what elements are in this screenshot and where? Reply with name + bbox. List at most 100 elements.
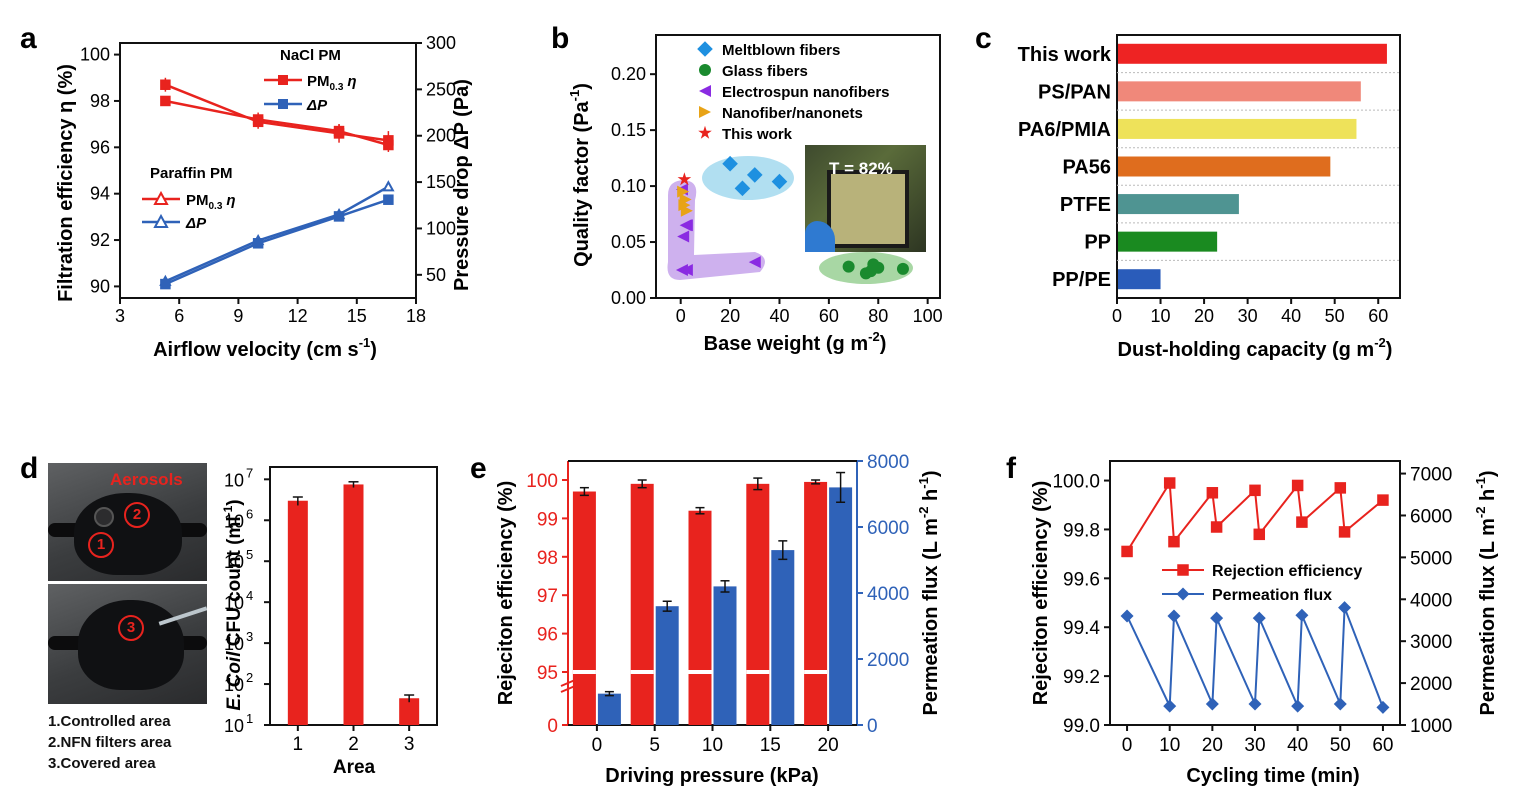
b-xtick-label: 100: [913, 306, 943, 326]
e-bar-flux-1: [655, 606, 679, 725]
f-point-0: [1291, 479, 1304, 492]
a-point: [160, 79, 171, 90]
d-marker-1: 1: [88, 532, 114, 558]
panel-b-texts: Quality factor (Pa-1) Base weight (g m-2…: [567, 83, 886, 355]
b-legend-label-4: This work: [722, 126, 793, 143]
b-ylabel-main: Quality factor (Pa: [571, 100, 593, 266]
a-legend-nacl-sub: 0.3: [330, 82, 344, 93]
b-point-2: [748, 256, 761, 269]
e-ytick-left-label: 96: [537, 625, 558, 646]
b-xlabel-end: ): [880, 333, 887, 355]
d-bar-0: [287, 500, 308, 725]
a-legend-nacl-pm: PM: [307, 73, 330, 90]
e-ytick-right-label: 6000: [867, 518, 909, 539]
b-point-1: [896, 262, 909, 275]
b-photo-text: T = 82%: [829, 159, 893, 178]
a-series-line-2: [164, 185, 390, 283]
e-xlabel: Driving pressure (kPa): [605, 765, 818, 787]
a-legend-nacl-eta-symbol: η: [347, 73, 356, 90]
a-legend-nacl-dp-marker: [278, 99, 288, 109]
panel-label-d: d: [20, 452, 38, 485]
f-ytick-right-label: 3000: [1410, 632, 1452, 653]
b-xtick-label: 40: [769, 306, 789, 326]
e-bar-rejection-4: [804, 481, 828, 725]
d-ytick-base: 10: [224, 593, 244, 613]
e-bar-break-gap: [572, 670, 596, 674]
a-xlabel: Airflow velocity (cm s-1): [153, 335, 377, 361]
f-point-1: [1205, 697, 1219, 711]
a-point: [382, 180, 395, 192]
d-marker-3: 3: [118, 615, 144, 641]
a-point: [160, 95, 171, 107]
f-point-1: [1295, 608, 1309, 622]
c-bar-4: [1118, 194, 1239, 215]
f-point-1: [1248, 697, 1262, 711]
b-inset-photo: T = 82%: [805, 145, 926, 252]
f-point-1: [1163, 699, 1177, 713]
b-legend-label-2: Electrospun nanofibers: [722, 84, 890, 101]
d-ytick-base: 10: [224, 716, 244, 736]
e-ytick-left-label: 0: [547, 716, 558, 737]
c-xtick-label: 10: [1151, 306, 1171, 326]
a-legend-paraffin-title: Paraffin PM: [150, 165, 233, 182]
c-plot-frame: [1116, 34, 1401, 299]
e-bar-flux-2: [713, 586, 737, 725]
f-ytick-right-label: 4000: [1410, 590, 1452, 611]
f-point-0: [1296, 516, 1308, 528]
f-point-1: [1210, 611, 1224, 625]
a-xtick-label: 6: [174, 306, 184, 326]
d-ytick-label: 10: [224, 675, 244, 695]
a-point: [333, 211, 345, 222]
e-bar-rejection-1: [630, 483, 654, 725]
a-legend-par-eta-marker: [153, 190, 169, 205]
b-xlabel-main: Base weight (g m: [704, 333, 868, 355]
b-ytick-label: 0.10: [611, 176, 646, 196]
e-bar-flux-4: [829, 487, 853, 725]
a-series-line-1: [165, 99, 389, 147]
a-xlabel-main: Airflow velocity (cm s: [153, 339, 359, 361]
d-ytick-label: 10: [224, 511, 244, 531]
d-xtick-label: 2: [348, 734, 359, 755]
e-ytick-right-label: 8000: [867, 452, 909, 473]
c-bar-2: [1118, 118, 1357, 139]
chart-marks-layer: 3 6 9 12 15 189092949698100501001502002503000…: [80, 33, 1452, 756]
d-ytick-base: 10: [224, 511, 244, 531]
d-xtick-label: 3: [404, 734, 415, 755]
f-ytick-right-label: 6000: [1410, 506, 1452, 527]
c-xtick-label: 20: [1194, 306, 1214, 326]
a-ytick-left-label: 98: [90, 91, 110, 111]
f-ylabel-right-sup2: -1: [1473, 477, 1488, 489]
f-ytick-left-label: 99.2: [1063, 667, 1100, 688]
a-xtick-label: 15: [347, 306, 367, 326]
f-series-line-1: [1126, 607, 1384, 708]
f-point-1: [1291, 699, 1305, 713]
f-ytick-left-label: 99.4: [1063, 618, 1100, 639]
d-ytick-base: 10: [224, 552, 244, 572]
d-ytick-exponent: 1: [246, 711, 253, 726]
c-xtick-label: 60: [1368, 306, 1388, 326]
c-xlabel-sup: -2: [1374, 335, 1386, 350]
f-point-1: [1120, 609, 1134, 623]
d-ytick-base: 10: [224, 470, 244, 490]
f-legend-marker-0: [1177, 564, 1189, 576]
panel-label-b: b: [551, 22, 569, 55]
b-xtick-label: 20: [720, 306, 740, 326]
f-point-0: [1206, 487, 1219, 499]
c-bar-5: [1118, 231, 1218, 252]
c-xtick-label: 40: [1281, 306, 1301, 326]
d-marker-2: 2: [124, 502, 150, 528]
a-point: [160, 278, 171, 290]
e-ytick-left-label: 100: [526, 471, 558, 492]
f-ylabel-right: Permeation flux (L m-2 h-1): [1473, 470, 1499, 715]
a-legend-par-dp: ΔP: [185, 215, 207, 232]
a-series-line-0: [164, 83, 389, 142]
a-point: [383, 194, 394, 205]
d-valve-icon: [94, 507, 114, 527]
c-xlabel-main: Dust-holding capacity (g m: [1118, 339, 1375, 361]
a-ytick-left-label: 100: [80, 45, 110, 65]
a-legend-par-sub: 0.3: [209, 201, 223, 212]
f-legend-marker-1: [1176, 587, 1190, 601]
b-point-1: [842, 260, 855, 273]
b-point-0: [771, 173, 788, 190]
d-ylabel-italic: E. Coil: [224, 651, 245, 711]
